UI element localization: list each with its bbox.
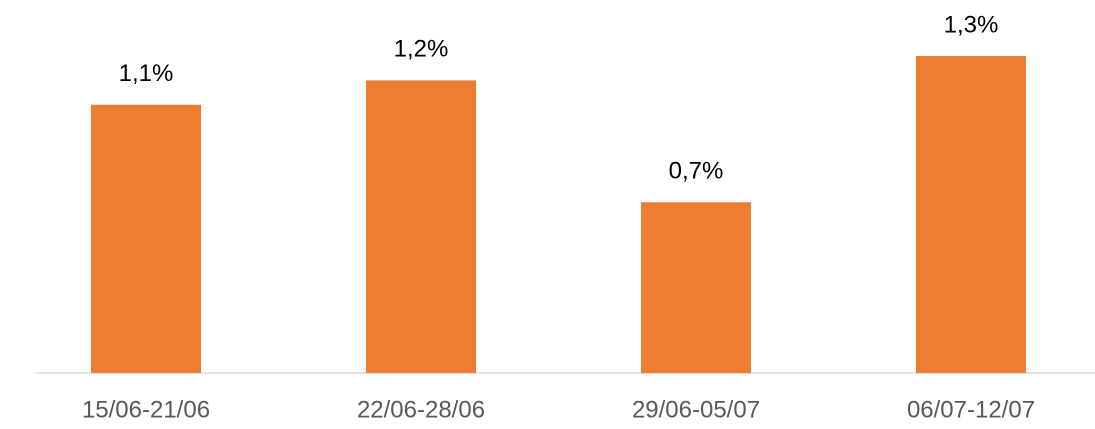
x-tick-label: 06/07-12/07 xyxy=(907,396,1035,423)
bar xyxy=(641,202,751,373)
x-tick-label: 15/06-21/06 xyxy=(82,396,210,423)
data-label: 1,2% xyxy=(394,36,449,63)
bar xyxy=(366,80,476,373)
bar xyxy=(91,104,201,374)
data-label: 1,3% xyxy=(944,11,999,38)
bar xyxy=(916,56,1026,373)
x-tick-label: 22/06-28/06 xyxy=(357,396,485,423)
data-label: 0,7% xyxy=(669,158,724,185)
data-label: 1,1% xyxy=(119,60,174,87)
x-tick-label: 29/06-05/07 xyxy=(632,396,760,423)
